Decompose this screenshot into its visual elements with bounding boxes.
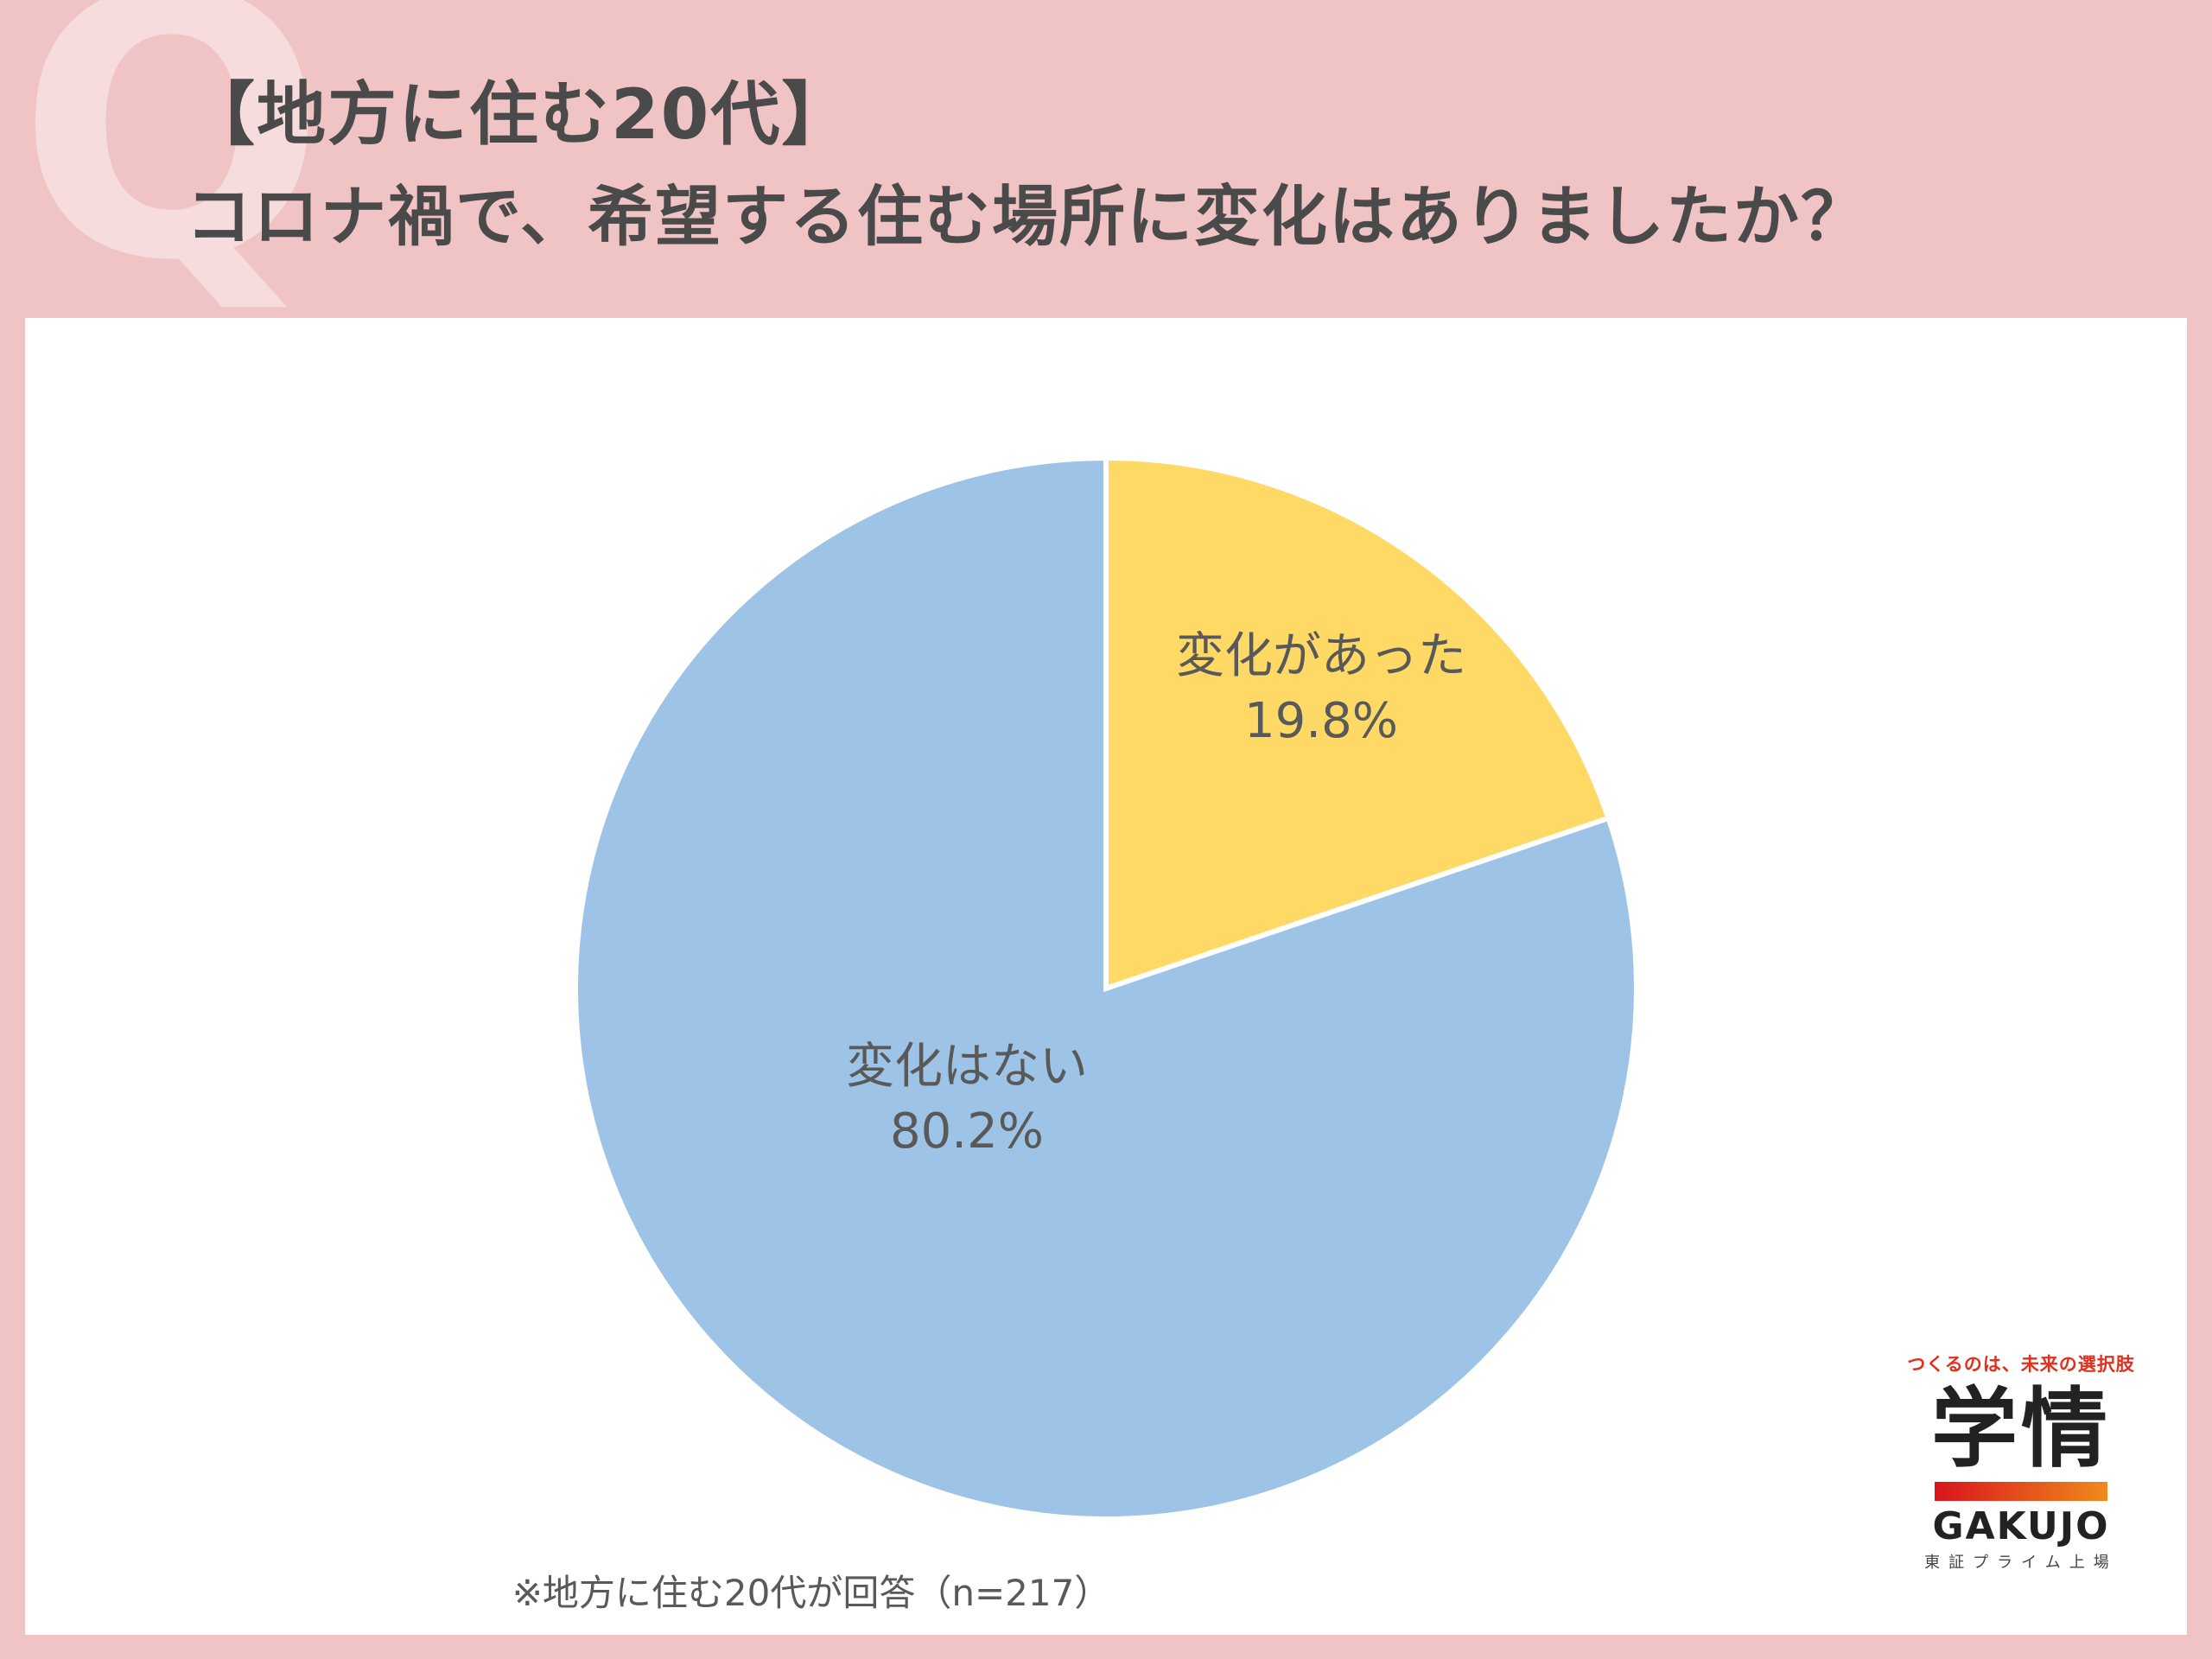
page-title: 【地方に住む20代】 コロナ禍で、希望する住む場所に変化はありましたか？ [186,73,1868,256]
logo-tagline: つくるのは、未来の選択肢 [1907,1354,2135,1375]
pie-slice-2 [573,454,1639,1522]
pie-chart: 変化があった 19.8% 変化はない 80.2% [573,454,1639,1522]
title-line-1: 【地方に住む20代】 [186,74,853,155]
logo-subtitle: 東証プライム上場 [1924,1554,2118,1572]
slice-value-1: 19.8% [1244,693,1398,749]
slice-label-1: 変化があった [1176,628,1466,684]
logo-name-en: GAKUJO [1932,1504,2110,1548]
slice-value-2: 80.2% [890,1103,1044,1160]
chart-panel: 変化があった 19.8% 変化はない 80.2% ※地方に住む20代が回答（n=217… [25,318,2187,1635]
pie-slice-1 [1103,454,1612,993]
gakujo-logo: つくるのは、未来の選択肢 学情 GAKUJO 東証プライム上場 [1891,1351,2151,1573]
logo-name: 学情 [1931,1378,2111,1479]
slice-label-2: 変化はない [846,1039,1088,1095]
q-decoration: Q [17,0,327,340]
sample-note: ※地方に住む20代が回答（n=217） [512,1572,1111,1614]
logo-bar [1935,1482,2107,1501]
title-line-2: コロナ禍で、希望する住む場所に変化はありましたか？ [186,178,1868,255]
